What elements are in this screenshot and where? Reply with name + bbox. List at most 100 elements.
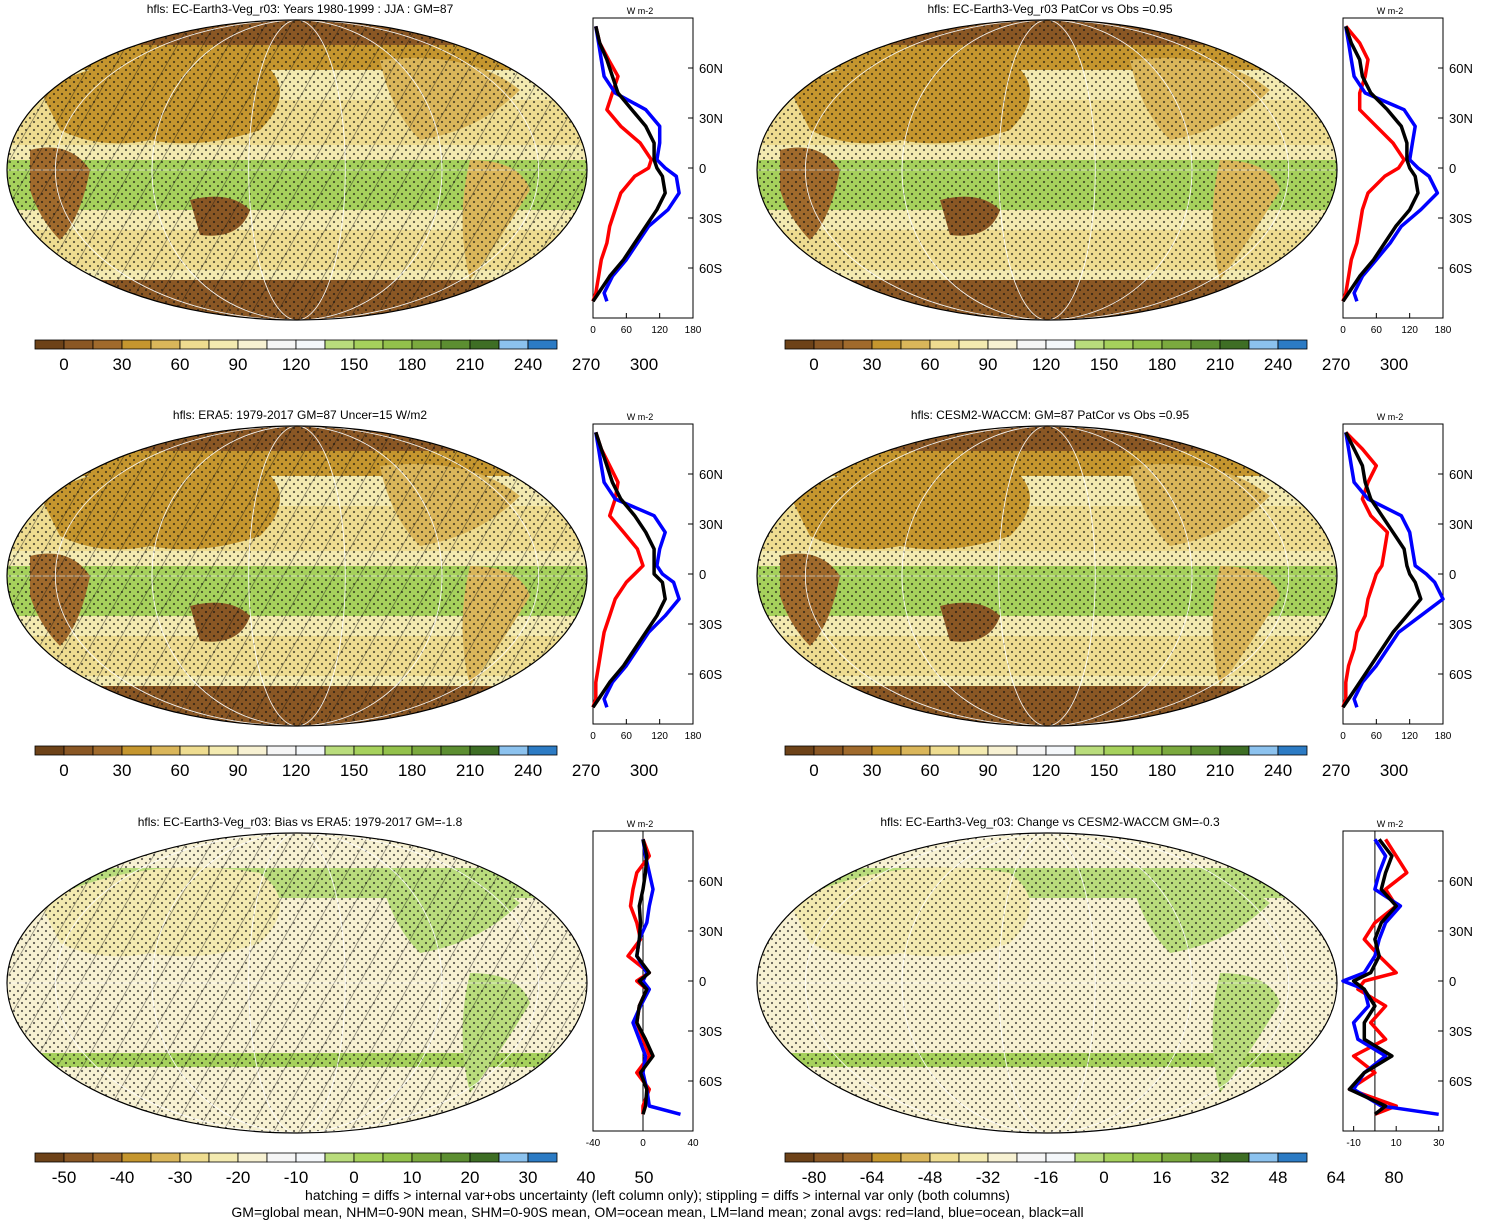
lat-tick-label: 60S [1449, 1074, 1472, 1089]
colorbar-label: 40 [577, 1168, 596, 1187]
colorbar-box [1132, 339, 1163, 350]
zonal-series-0 [1341, 431, 1390, 708]
zonal-x-tick-label: 180 [1435, 325, 1452, 336]
colorbar-label: 270 [572, 355, 600, 374]
lat-tick-label: 60N [1449, 61, 1473, 76]
colorbar-box [987, 745, 1018, 756]
colorbar-label: 210 [1206, 761, 1234, 780]
colorbar-label: -40 [110, 1168, 135, 1187]
colorbar-box [1161, 339, 1192, 350]
zonal-x-tick-label: 180 [685, 731, 702, 742]
colorbar-box [34, 1152, 65, 1163]
colorbar-box [440, 339, 471, 350]
colorbar-box [1045, 745, 1076, 756]
zonal-panel-5: 60N 30N 0 30S 60S -10 10 30 W m-2 [1341, 819, 1473, 1149]
colorbar-label: 90 [979, 761, 998, 780]
colorbar-label: 50 [635, 1168, 654, 1187]
colorbar-box [1248, 339, 1279, 350]
colorbar-box [179, 339, 210, 350]
map-4 [7, 833, 587, 1133]
lat-tick-label: 30N [1449, 111, 1473, 126]
colorbar-box [813, 1152, 844, 1163]
map-title-4: hfls: EC-Earth3-Veg_r03: Bias vs ERA5: 1… [137, 815, 463, 829]
colorbar-box [266, 1152, 297, 1163]
colorbar-box [1103, 745, 1134, 756]
colorbar-label: 180 [398, 355, 426, 374]
colorbar-box [150, 339, 181, 350]
colorbar-label: 120 [282, 355, 310, 374]
colorbar-box [842, 745, 873, 756]
lat-tick-label: 30N [699, 111, 723, 126]
zonal-x-tick-label: 120 [651, 325, 668, 336]
zonal-series-1 [594, 26, 681, 302]
zonal-panel-0: 60N 30N 0 30S 60S 0 60 120 180 W m-2 [590, 6, 723, 336]
lat-tick-label: 0 [699, 974, 706, 989]
colorbar-label: 32 [1211, 1168, 1230, 1187]
colorbar-box [929, 339, 960, 350]
colorbar-box [1132, 745, 1163, 756]
colorbar-box [411, 745, 442, 756]
colorbar-box [237, 1152, 268, 1163]
zonal-series-1 [631, 839, 681, 1116]
panel-4: -50 -40 -30 -20 -10 0 10 20 30 40 50 60N 30N 0 30S 60S -… [6, 819, 723, 1187]
colorbar-box [353, 1152, 384, 1163]
colorbar-box [1190, 1152, 1221, 1163]
colorbar-label: 270 [1322, 355, 1350, 374]
colorbar-box [1190, 339, 1221, 350]
map-title-2: hfls: ERA5: 1979-2017 GM=87 Uncer=15 W/m… [172, 408, 428, 422]
colorbar-label: 30 [113, 761, 132, 780]
zonal-x-tick-label: 0 [590, 325, 596, 336]
colorbar-box [1045, 339, 1076, 350]
lat-tick-label: 30N [699, 517, 723, 532]
colorbar-box [813, 339, 844, 350]
colorbar-box [237, 745, 268, 756]
colorbar-box [34, 339, 65, 350]
footer-line-1: hatching = diffs > internal var+obs unce… [305, 1187, 1010, 1203]
colorbar-box [958, 745, 989, 756]
lat-tick-label: 30N [699, 924, 723, 939]
colorbar-box [784, 339, 815, 350]
colorbar-label: 240 [1264, 355, 1292, 374]
zonal-panel-3: 60N 30N 0 30S 60S 0 60 120 180 W m-2 [1340, 412, 1473, 742]
colorbar-label: 0 [59, 761, 68, 780]
colorbar-label: 60 [171, 355, 190, 374]
colorbar-box [63, 745, 94, 756]
colorbar-label: 0 [349, 1168, 358, 1187]
panel-0: 0 30 60 90 120 150 180 210 240 270 30060N30N030S60… [6, 6, 723, 374]
colorbar-box [1016, 745, 1047, 756]
colorbar-label: 150 [1090, 761, 1118, 780]
colorbar-box [987, 1152, 1018, 1163]
colorbar-box [900, 1152, 931, 1163]
lat-tick-label: 60S [1449, 667, 1472, 682]
colorbar-box [179, 1152, 210, 1163]
zonal-series-1 [1344, 26, 1440, 302]
zonal-x-tick-label: 60 [1371, 325, 1383, 336]
colorbar-box [900, 339, 931, 350]
colorbar-box [871, 1152, 902, 1163]
colorbar-box [179, 745, 210, 756]
lat-tick-label: 60N [699, 874, 723, 889]
colorbar-label: 210 [1206, 355, 1234, 374]
colorbar-label: -80 [802, 1168, 827, 1187]
colorbar-label: -50 [52, 1168, 77, 1187]
footer-line-2: GM=global mean, NHM=0-90N mean, SHM=0-90… [231, 1204, 1084, 1220]
lat-tick-label: 60N [1449, 467, 1473, 482]
colorbar-box [353, 339, 384, 350]
colorbar-box [929, 1152, 960, 1163]
colorbar-box [958, 1152, 989, 1163]
map-5 [757, 833, 1337, 1133]
colorbar-box [1277, 339, 1308, 350]
zonal-x-tick-label: 0 [640, 1138, 646, 1149]
colorbar-box [784, 1152, 815, 1163]
colorbar-label: -16 [1034, 1168, 1059, 1187]
colorbar-box [411, 339, 442, 350]
colorbar-box [266, 745, 297, 756]
panel-1: 0 30 60 90 120 150 180 210 240 270 30060N30N030S60… [756, 6, 1473, 374]
colorbar-box [842, 339, 873, 350]
zonal-series-0 [591, 25, 654, 302]
colorbar-box [1277, 745, 1308, 756]
colorbar-box [1248, 1152, 1279, 1163]
colorbar-box [121, 1152, 152, 1163]
colorbar-box [382, 1152, 413, 1163]
colorbar-box [34, 745, 65, 756]
